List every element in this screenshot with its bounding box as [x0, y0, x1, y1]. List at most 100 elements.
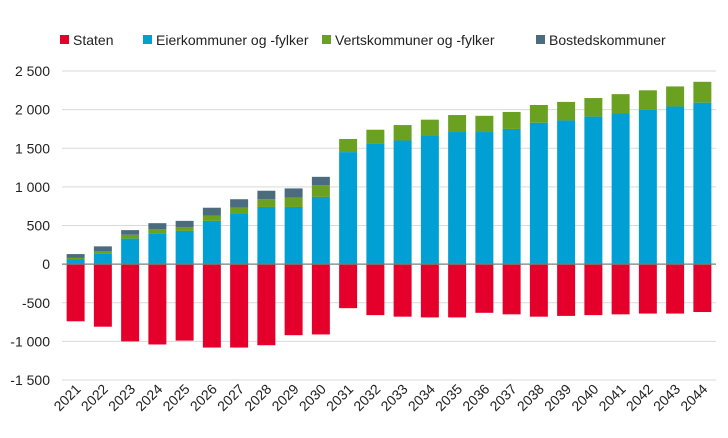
bar-segment — [393, 264, 412, 317]
x-tick-label: 2021 — [50, 381, 83, 414]
bar-segment — [666, 86, 685, 107]
y-tick-label: -1 500 — [10, 372, 50, 388]
bar-segment — [475, 264, 494, 313]
bar-segment — [121, 230, 140, 235]
bar-segment — [366, 143, 385, 265]
x-axis: 2021202220232024202520262027202820292030… — [50, 381, 710, 414]
legend-swatch — [143, 35, 152, 44]
bar-segment — [93, 253, 112, 265]
bar-segment — [311, 264, 330, 335]
bar-segment — [66, 254, 85, 258]
bar-segment — [66, 259, 85, 265]
bar-segment — [202, 264, 221, 348]
bar-segment — [502, 264, 521, 315]
x-tick-label: 2027 — [214, 381, 247, 414]
bar-segment — [148, 229, 167, 234]
bar-segment — [393, 140, 412, 265]
y-tick-label: 1 500 — [15, 140, 50, 156]
y-tick-label: -500 — [22, 295, 50, 311]
bar-segment — [230, 207, 249, 214]
legend-item: Eierkommuner og -fylker — [143, 32, 309, 48]
legend: Staten Eierkommuner og -fylker Vertskommun… — [60, 32, 666, 48]
x-tick-label: 2042 — [623, 381, 656, 414]
y-axis: -1 500 -1 000 -500 0 500 1 000 1 500 2 000 2 500 — [10, 63, 50, 388]
x-tick-label: 2028 — [241, 381, 274, 414]
legend-label: Eierkommuner og -fylker — [156, 32, 309, 48]
bar-segment — [175, 227, 194, 231]
bar-segment — [611, 94, 630, 114]
bar-segment — [148, 233, 167, 265]
x-tick-label: 2032 — [350, 381, 383, 414]
bar-segment — [121, 264, 140, 342]
bar-segment — [420, 119, 439, 136]
x-tick-label: 2022 — [78, 381, 111, 414]
bar-segment — [202, 220, 221, 265]
bar-segment — [611, 264, 630, 315]
bar-segment — [66, 264, 85, 322]
bar-segment — [448, 132, 467, 265]
bar-segment — [257, 206, 276, 265]
bar-segment — [529, 104, 548, 123]
y-tick-label: -1 000 — [10, 333, 50, 349]
bar-segment — [529, 264, 548, 317]
legend-label: Staten — [73, 32, 113, 48]
bar-segment — [284, 264, 303, 336]
bar-segment — [448, 115, 467, 133]
legend-swatch — [322, 35, 331, 44]
bar-segment — [311, 185, 330, 197]
legend-item: Vertskommuner og -fylker — [322, 32, 495, 48]
bar-segment — [638, 264, 657, 314]
bar-segment — [230, 199, 249, 208]
legend-item: Bostedskommuner — [536, 32, 666, 48]
bar-segment — [202, 207, 221, 216]
x-tick-label: 2023 — [105, 381, 138, 414]
x-tick-label: 2040 — [568, 381, 601, 414]
legend-label: Vertskommuner og -fylker — [335, 32, 495, 48]
bar-segment — [475, 132, 494, 265]
y-tick-label: 2 500 — [15, 63, 50, 79]
bar-segment — [584, 264, 603, 316]
bar-segment — [584, 116, 603, 265]
x-tick-label: 2030 — [296, 381, 329, 414]
x-tick-label: 2034 — [405, 381, 438, 414]
bar-segment — [502, 128, 521, 265]
bar-segment — [584, 98, 603, 117]
y-tick-label: 2 000 — [15, 102, 50, 118]
bar-segment — [175, 220, 194, 228]
bar-segment — [121, 238, 140, 265]
x-tick-label: 2029 — [268, 381, 301, 414]
bars — [66, 81, 712, 348]
bar-segment — [393, 125, 412, 141]
bar-segment — [420, 135, 439, 265]
bar-segment — [175, 230, 194, 265]
bar-segment — [93, 264, 112, 327]
bar-segment — [557, 101, 576, 121]
bar-segment — [257, 190, 276, 200]
bar-segment — [93, 250, 112, 254]
y-tick-label: 500 — [27, 218, 51, 234]
bar-segment — [557, 264, 576, 316]
x-tick-label: 2031 — [323, 381, 356, 414]
bar-segment — [175, 264, 194, 341]
bar-segment — [339, 138, 358, 153]
bar-segment — [66, 257, 85, 260]
x-tick-label: 2025 — [159, 381, 192, 414]
legend-swatch — [60, 35, 69, 44]
x-tick-label: 2044 — [677, 381, 710, 414]
bar-segment — [148, 223, 167, 230]
legend-label: Bostedskommuner — [549, 32, 666, 48]
grid — [62, 70, 716, 381]
bar-segment — [557, 120, 576, 265]
bar-segment — [366, 264, 385, 316]
bar-segment — [475, 115, 494, 133]
bar-segment — [311, 176, 330, 186]
bar-segment — [693, 264, 712, 313]
x-tick-label: 2035 — [432, 381, 465, 414]
bar-segment — [339, 152, 358, 265]
x-tick-label: 2039 — [541, 381, 574, 414]
x-tick-label: 2041 — [595, 381, 628, 414]
bar-segment — [638, 90, 657, 110]
bar-segment — [693, 81, 712, 103]
legend-item: Staten — [60, 32, 113, 48]
